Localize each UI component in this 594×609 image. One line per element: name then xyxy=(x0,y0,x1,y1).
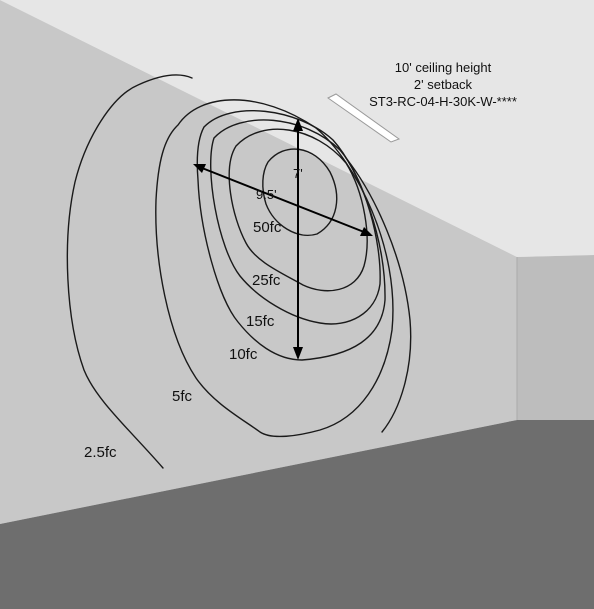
side-wall xyxy=(517,255,594,420)
vertical-arrowhead-bottom xyxy=(293,347,303,360)
contour-label-15fc: 15fc xyxy=(246,313,275,330)
floor xyxy=(0,420,594,609)
horizontal-arrowhead-right xyxy=(360,227,373,236)
vertical-arrowhead-top xyxy=(293,118,303,131)
back-wall xyxy=(0,0,517,524)
contour-label-25fc: 25fc xyxy=(252,272,281,289)
contour-5fc xyxy=(155,99,394,438)
contour-15fc xyxy=(210,119,381,325)
model-number-text: ST3-RC-04-H-30K-W-**** xyxy=(369,94,517,109)
contour-label-5fc: 5fc xyxy=(172,388,193,405)
ceiling-height-text: 10' ceiling height xyxy=(395,60,492,75)
vertical-dimension-label: 7' xyxy=(293,166,303,181)
contour-25fc xyxy=(228,128,368,292)
horizontal-dimension-label: 9.5' xyxy=(256,187,277,202)
horizontal-arrowhead-left xyxy=(193,164,206,173)
contour-label-2-5fc: 2.5fc xyxy=(84,444,117,461)
contour-50fc xyxy=(262,148,338,236)
linear-light-fixture xyxy=(327,93,401,143)
contour-label-10fc: 10fc xyxy=(229,346,258,363)
contour-2-5fc xyxy=(66,74,412,469)
contour-10fc xyxy=(196,110,386,361)
setback-text: 2' setback xyxy=(414,77,473,92)
contour-label-50fc: 50fc xyxy=(253,219,282,236)
horizontal-dimension-line xyxy=(201,167,365,233)
